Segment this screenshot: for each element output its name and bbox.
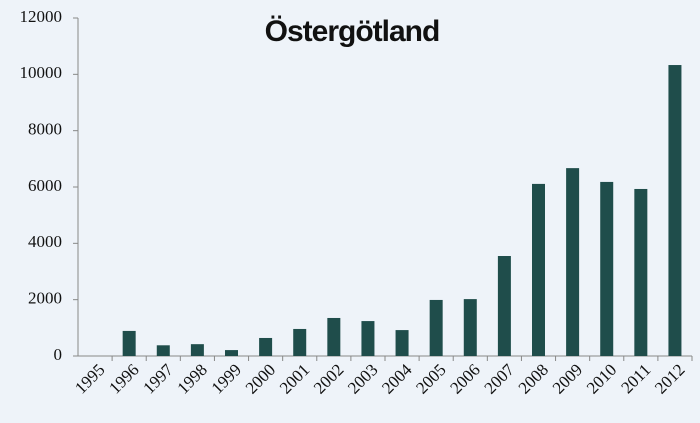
bar (259, 337, 273, 356)
bar (156, 345, 170, 356)
x-tick-label: 2010 (583, 360, 620, 397)
x-tick-label: 2005 (412, 360, 449, 397)
y-tick-label: 6000 (28, 176, 62, 195)
bar (634, 188, 648, 356)
bar (395, 330, 409, 356)
x-tick-label: 1998 (174, 360, 211, 397)
x-tick-label: 2012 (651, 360, 688, 397)
bar (190, 344, 204, 356)
bar (566, 168, 580, 356)
bar (497, 256, 511, 356)
y-tick-label: 8000 (28, 120, 62, 139)
x-tick-label: 2002 (310, 360, 347, 397)
bar (600, 181, 614, 356)
x-tick-label: 1996 (105, 360, 142, 397)
x-tick-label: 1997 (139, 360, 177, 398)
y-tick-label: 12000 (20, 7, 63, 26)
x-tick-label: 2008 (515, 360, 552, 397)
bar (668, 65, 682, 356)
chart-title: Östergötland (265, 15, 440, 48)
x-tick-label: 2011 (617, 360, 654, 397)
x-tick-label: 2004 (378, 360, 416, 398)
bar (361, 321, 375, 356)
y-tick-label: 4000 (28, 232, 62, 251)
bar (532, 183, 545, 356)
bar (225, 350, 238, 356)
x-tick-label: 2003 (344, 360, 381, 397)
x-tick-label: 1995 (71, 360, 108, 397)
x-tick-label: 2009 (549, 360, 586, 397)
x-tick-label: 2006 (446, 360, 483, 397)
y-tick-label: 2000 (28, 289, 62, 308)
x-tick-label: 2001 (276, 360, 313, 397)
bar (463, 299, 477, 356)
x-tick-label: 1999 (208, 360, 245, 397)
bar (293, 328, 307, 356)
bar (122, 330, 136, 356)
y-tick-label: 10000 (20, 63, 63, 82)
x-tick-label: 2000 (242, 360, 279, 397)
y-tick-label: 0 (54, 345, 63, 364)
bar (429, 299, 443, 356)
bar (327, 317, 341, 356)
x-tick-label: 2007 (481, 360, 519, 398)
